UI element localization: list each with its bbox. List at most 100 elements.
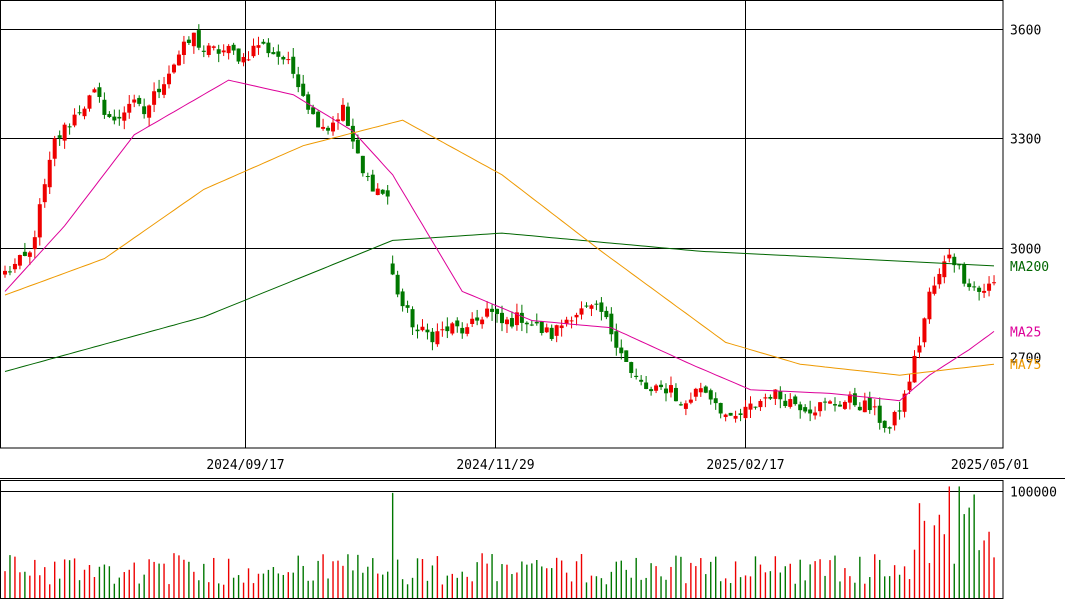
candle-body — [708, 390, 713, 400]
candle-body — [231, 44, 236, 51]
candle-body — [514, 312, 519, 326]
candle-body — [316, 111, 321, 128]
candle-body — [87, 95, 92, 109]
candle-body — [167, 73, 172, 85]
candle-body — [117, 116, 122, 119]
candle-body — [157, 88, 162, 93]
candle-body — [147, 105, 152, 118]
y-tick-label: 3000 — [1010, 243, 1041, 258]
candle-body — [162, 84, 167, 95]
candle-body — [673, 387, 678, 402]
price-panel: 2700 3000 3300 3600 2024/09/17 2024/11/29 2025… — [0, 0, 1065, 479]
candle-body — [813, 412, 818, 416]
x-tick-label: 2024/09/17 — [206, 458, 284, 473]
candle-body — [191, 32, 196, 47]
candle-body — [837, 404, 842, 407]
candle-body — [276, 51, 281, 57]
candle-body — [604, 310, 609, 318]
candle-body — [311, 107, 316, 115]
series-line-ma200 — [4, 232, 995, 372]
candle-body — [867, 397, 872, 411]
y-tick-label: 3300 — [1010, 133, 1041, 148]
candle-body — [296, 74, 301, 88]
candle-body — [102, 99, 107, 115]
candle-body — [495, 308, 500, 315]
legend-label-ma25: MA25 — [1010, 325, 1041, 340]
candle-body — [887, 427, 892, 429]
candle-body — [947, 254, 952, 259]
candle-body — [390, 263, 395, 275]
candle-body — [823, 401, 828, 403]
candle-body — [758, 400, 763, 408]
candle-body — [783, 400, 788, 406]
candle-body — [529, 324, 534, 326]
candle-body — [912, 355, 917, 383]
price-frame — [0, 0, 1004, 449]
candle-body — [703, 386, 708, 393]
candle-body — [236, 48, 241, 62]
series-line-ma75 — [4, 119, 995, 376]
candle-body — [927, 291, 932, 320]
candle-body — [763, 397, 768, 399]
legend-label-ma75: MA75 — [1010, 358, 1041, 373]
candle-body — [748, 403, 753, 410]
candle-body — [241, 56, 246, 63]
candle-body — [450, 323, 455, 334]
candle-body — [142, 106, 147, 115]
candle-body — [385, 190, 390, 197]
candle-body — [882, 420, 887, 428]
candle-body — [266, 42, 271, 54]
candle-body — [460, 327, 465, 334]
volume-frame — [0, 480, 1004, 599]
candle-body — [271, 52, 276, 55]
candle-body — [619, 347, 624, 354]
candle-body — [544, 327, 549, 333]
candle-body — [415, 329, 420, 332]
candle-body — [380, 189, 385, 194]
candle-body — [847, 394, 852, 403]
candle-body — [559, 325, 564, 329]
candle-body — [475, 317, 480, 321]
candle-body — [599, 302, 604, 312]
candle-body — [957, 264, 962, 266]
candle-body — [395, 274, 400, 295]
candle-body — [609, 313, 614, 335]
candle-body — [579, 308, 584, 315]
candle-body — [842, 401, 847, 409]
candle-body — [72, 114, 77, 126]
candle-body — [27, 252, 32, 257]
candle-body — [97, 87, 102, 97]
candle-body — [112, 116, 117, 121]
candle-body — [629, 362, 634, 374]
candle-body — [152, 91, 157, 105]
candle-body — [3, 270, 7, 275]
candle-body — [967, 283, 972, 288]
candle-body — [728, 412, 733, 416]
x-tick-label: 2025/05/01 — [951, 458, 1029, 473]
candle-body — [862, 400, 867, 413]
candle-body — [509, 318, 514, 327]
candle-body — [524, 322, 529, 325]
candle-body — [992, 282, 997, 284]
candle-body — [410, 309, 415, 328]
candle-body — [892, 411, 897, 426]
candle-body — [683, 403, 688, 409]
candle-body — [624, 350, 629, 362]
candle-body — [872, 406, 877, 408]
candle-body — [281, 56, 286, 60]
candle-body — [52, 138, 57, 159]
candle-body — [668, 385, 673, 393]
candle-body — [425, 329, 430, 333]
candle-body — [251, 45, 256, 57]
candle-body — [554, 325, 559, 336]
candle-body — [221, 50, 226, 53]
y-tick-label: 3600 — [1010, 24, 1041, 39]
candle-body — [897, 410, 902, 412]
candle-body — [952, 256, 957, 266]
candle-body — [82, 108, 87, 117]
candle-body — [440, 329, 445, 331]
candle-body — [688, 399, 693, 403]
candle-body — [778, 391, 783, 400]
candle-body — [350, 125, 355, 142]
